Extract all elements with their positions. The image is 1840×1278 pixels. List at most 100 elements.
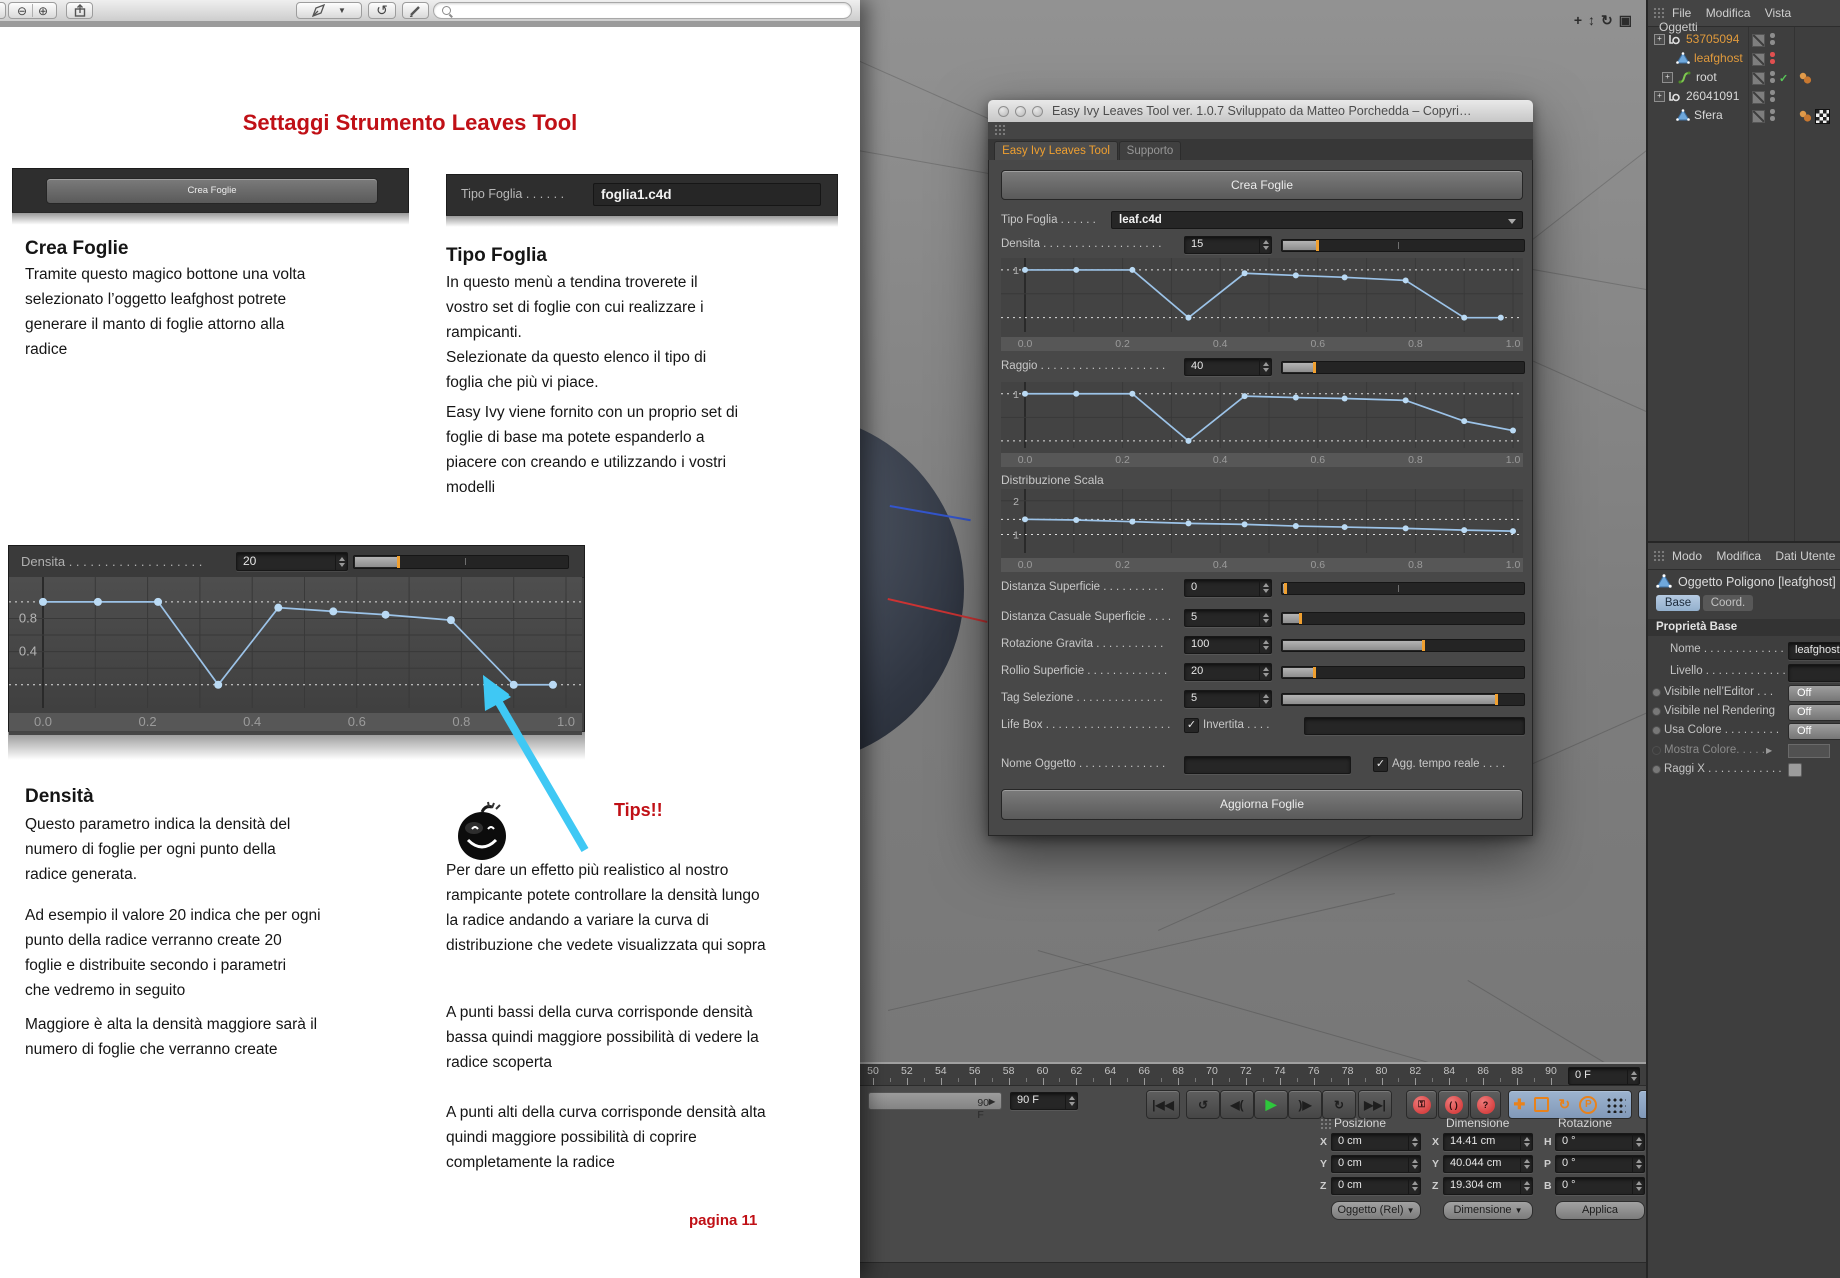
viewport-zoom-icon[interactable]: ↕ — [1588, 12, 1602, 28]
layer-icon[interactable] — [1752, 91, 1765, 104]
object-row-Sfera[interactable]: Sfera — [1648, 106, 1840, 125]
curve-point[interactable] — [1073, 390, 1080, 397]
object-row-26041091[interactable]: +26041091 — [1648, 87, 1840, 106]
texture-tag-icon[interactable] — [1815, 109, 1830, 124]
menu-oggetti[interactable]: Oggetti — [1659, 20, 1698, 34]
animation-dot-icon[interactable] — [1652, 688, 1661, 697]
toolbar-button[interactable] — [0, 2, 6, 19]
param-value-field[interactable]: 5 — [1184, 690, 1272, 708]
curve-plot[interactable]: 1 — [1001, 258, 1523, 332]
play-backwards-button[interactable]: ◀( — [1220, 1090, 1254, 1119]
object-name[interactable]: Sfera — [1694, 108, 1723, 122]
dimensione-dropdown[interactable]: Dimensione ▼ — [1443, 1201, 1533, 1220]
param-value-field[interactable]: 100 — [1184, 636, 1272, 654]
panel-grip-icon[interactable] — [994, 124, 1007, 137]
goto-previous-key-button[interactable]: ↺ — [1186, 1090, 1220, 1119]
curve-point[interactable] — [509, 680, 518, 689]
end-frame-field[interactable]: 90 F — [1010, 1092, 1078, 1110]
coord-field-rotazione-h[interactable]: 0 ° — [1555, 1133, 1645, 1151]
visibility-dots-icon[interactable] — [1770, 52, 1775, 66]
curve-point[interactable] — [1461, 418, 1468, 425]
param-slider[interactable] — [1281, 582, 1525, 595]
panel-grip-icon[interactable] — [1653, 7, 1666, 20]
goto-next-key-button[interactable]: )▶ — [1288, 1090, 1322, 1119]
curve-point[interactable] — [1292, 523, 1299, 530]
param-slider[interactable] — [1281, 239, 1525, 252]
param-slider[interactable] — [1281, 361, 1525, 374]
layer-icon[interactable] — [1752, 110, 1765, 123]
curve-point[interactable] — [548, 680, 557, 689]
record-parameter-icon[interactable]: P — [1579, 1095, 1598, 1114]
applica-button[interactable]: Applica — [1555, 1201, 1645, 1220]
coord-field-posizione-y[interactable]: 0 cm — [1331, 1155, 1421, 1173]
goto-end-button[interactable]: ▶▶| — [1358, 1090, 1392, 1119]
keying-help-button[interactable]: ? — [1470, 1090, 1501, 1119]
coord-field-dimensione-x[interactable]: 14.41 cm — [1443, 1133, 1533, 1151]
object-name[interactable]: 53705094 — [1686, 32, 1740, 46]
phong-tag-icon[interactable] — [1798, 71, 1813, 88]
curve-point[interactable] — [1341, 524, 1348, 531]
phong-tag-icon[interactable] — [1798, 109, 1813, 126]
record-position-icon[interactable]: ✚ — [1513, 1096, 1526, 1112]
expand-icon[interactable]: + — [1654, 34, 1665, 45]
curve-plot[interactable]: 0.8 0.4 — [9, 577, 582, 708]
nome-field[interactable]: leafghost — [1788, 642, 1840, 660]
coord-field-rotazione-p[interactable]: 0 ° — [1555, 1155, 1645, 1173]
search-input[interactable] — [433, 2, 852, 19]
close-icon[interactable] — [998, 105, 1009, 117]
record-keyframe-button[interactable]: ⚿ — [1406, 1090, 1437, 1119]
curve-point[interactable] — [1185, 314, 1192, 321]
tab-supporto[interactable]: Supporto — [1119, 141, 1181, 161]
layer-icon[interactable] — [1752, 53, 1765, 66]
minimize-icon[interactable] — [1015, 105, 1026, 117]
object-name[interactable]: leafghost — [1694, 51, 1743, 65]
visibility-dots-icon[interactable] — [1770, 33, 1775, 47]
tab-coord[interactable]: Coord. — [1703, 595, 1753, 611]
param-slider[interactable] — [1281, 693, 1525, 706]
curve-point[interactable] — [1461, 314, 1468, 321]
curve-point[interactable] — [1341, 395, 1348, 402]
menu-modo[interactable]: Modo — [1672, 549, 1703, 563]
curve-point[interactable] — [1461, 527, 1468, 534]
layer-icon[interactable] — [1752, 34, 1765, 47]
curve-point[interactable] — [381, 610, 390, 619]
curve-plot[interactable]: 1 — [1001, 382, 1523, 448]
param-slider[interactable] — [1281, 639, 1525, 652]
expand-icon[interactable]: + — [1662, 72, 1673, 83]
menu-modifica[interactable]: Modifica — [1705, 6, 1751, 20]
mostra-colore-swatch[interactable] — [1788, 744, 1830, 758]
timeline-powerslider[interactable]: 90 F ▶ — [868, 1092, 1002, 1121]
param-slider[interactable] — [1281, 666, 1525, 679]
curve-point[interactable] — [274, 603, 283, 612]
menu-file[interactable]: File — [1672, 6, 1692, 20]
curve-point[interactable] — [1185, 437, 1192, 444]
animation-dot-icon[interactable] — [1652, 707, 1661, 716]
visibility-dots-icon[interactable] — [1770, 109, 1775, 123]
curve-point[interactable] — [1129, 518, 1136, 525]
param-slider[interactable] — [1281, 612, 1525, 625]
curve-point[interactable] — [214, 680, 223, 689]
expand-icon[interactable]: + — [1654, 91, 1665, 102]
markup-button[interactable] — [402, 2, 429, 19]
curve-point[interactable] — [1402, 525, 1409, 532]
tipo-foglia-dropdown[interactable]: leaf.c4d — [1111, 211, 1523, 229]
param-value-field[interactable]: 15 — [1184, 236, 1272, 254]
life-box-checkbox[interactable]: ✓ — [1184, 718, 1199, 733]
curve-point[interactable] — [1292, 272, 1299, 279]
livello-field[interactable] — [1788, 664, 1840, 682]
curve-point[interactable] — [39, 597, 47, 606]
densita-curve-editor[interactable]: 1 0.0 0.2 0.4 0.6 0.8 1.0 — [1001, 258, 1523, 351]
curve-plot[interactable]: 21 — [1001, 489, 1523, 553]
life-box-field[interactable] — [1304, 717, 1525, 735]
coord-field-posizione-z[interactable]: 0 cm — [1331, 1177, 1421, 1195]
param-value-field[interactable]: 40 — [1184, 358, 1272, 376]
panel-grip-icon[interactable] — [1653, 550, 1666, 563]
rotate-button[interactable]: ↺ — [368, 2, 396, 19]
raggio-curve-editor[interactable]: 1 0.0 0.2 0.4 0.6 0.8 1.0 — [1001, 382, 1523, 467]
curve-point[interactable] — [1022, 266, 1028, 273]
curve-point[interactable] — [1073, 516, 1080, 523]
autokey-button[interactable]: ( ) — [1438, 1090, 1469, 1119]
menu-dati-utente[interactable]: Dati Utente — [1775, 549, 1836, 563]
curve-point[interactable] — [1402, 277, 1409, 284]
coord-field-posizione-x[interactable]: 0 cm — [1331, 1133, 1421, 1151]
